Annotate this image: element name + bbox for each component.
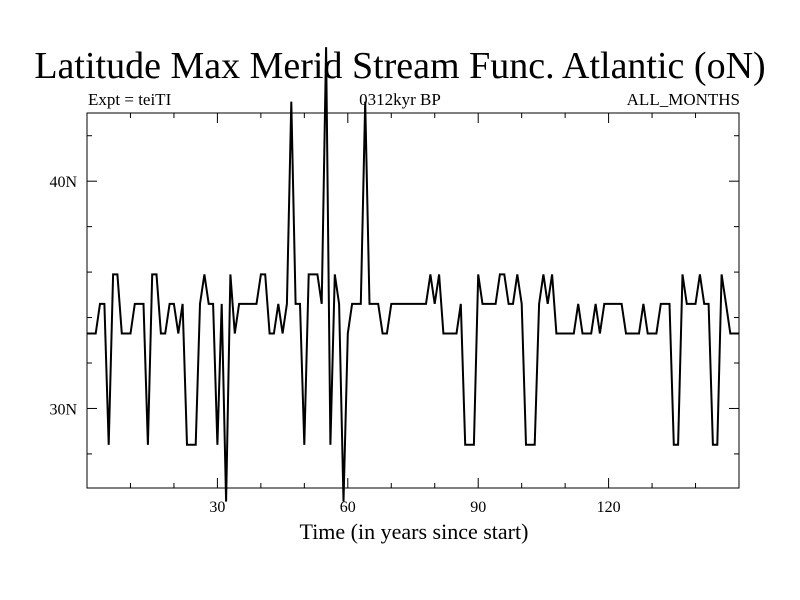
x-tick-label: 60 bbox=[340, 499, 356, 516]
months-label: ALL_MONTHS bbox=[626, 90, 740, 109]
data-marks bbox=[87, 47, 739, 502]
axis-ticks bbox=[87, 113, 739, 488]
chart-title: Latitude Max Merid Stream Func. Atlantic… bbox=[34, 45, 766, 87]
tick-labels: 30 60 90 120 30N 40N bbox=[49, 174, 620, 516]
x-tick-label: 90 bbox=[470, 499, 486, 516]
plot-frame bbox=[86, 112, 740, 489]
series-line bbox=[87, 47, 739, 502]
x-axis-label: Time (in years since start) bbox=[299, 519, 529, 544]
experiment-label: Expt = teiTI bbox=[88, 90, 172, 109]
x-tick-label: 30 bbox=[209, 499, 225, 516]
x-tick-label: 120 bbox=[597, 499, 621, 516]
period-label: 0312kyr BP bbox=[359, 90, 441, 109]
y-tick-label: 40N bbox=[49, 174, 77, 191]
y-tick-label: 30N bbox=[49, 401, 77, 418]
